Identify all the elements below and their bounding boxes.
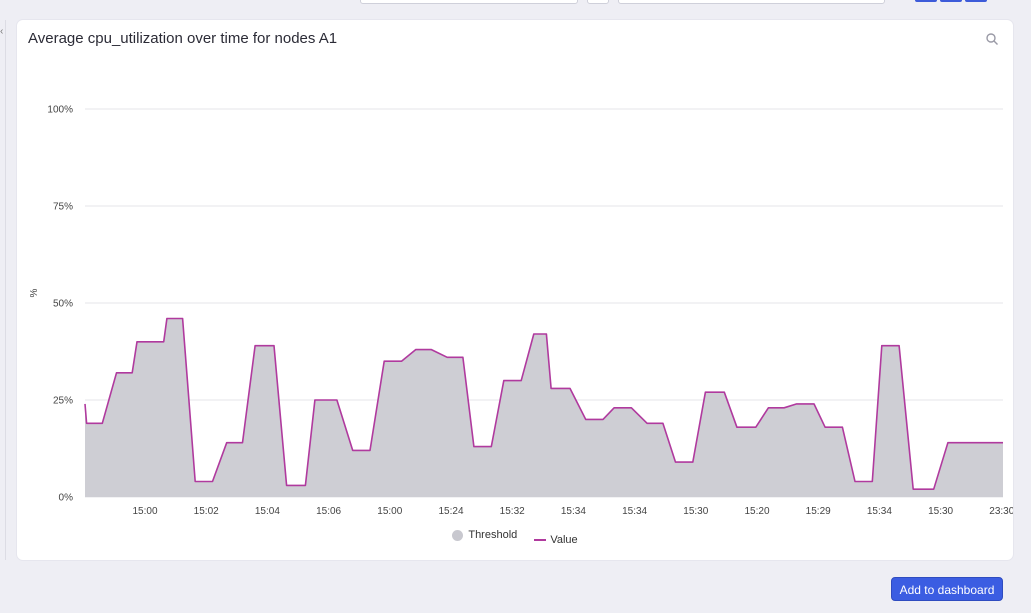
chart-title: Average cpu_utilization over time for no…	[28, 30, 338, 47]
x-tick-label: 15:00	[377, 506, 402, 517]
x-tick-label: 15:34	[622, 506, 647, 517]
x-tick-label: 15:20	[744, 506, 769, 517]
x-tick-label: 15:30	[928, 506, 953, 517]
x-tick-label: 15:06	[316, 506, 341, 517]
y-tick-labels: 0% 25% 50% 75% 100%	[47, 105, 73, 504]
x-tick-labels: 15:00 15:02 15:04 15:06 15:00 15:24 15:32 15:34…	[132, 506, 1013, 517]
x-tick-label: 15:00	[132, 506, 157, 517]
legend-item-threshold[interactable]: Threshold	[452, 529, 517, 541]
x-tick-label: 15:02	[194, 506, 219, 517]
chart-legend: Threshold Value	[17, 529, 1013, 546]
threshold-area	[85, 318, 1003, 497]
magnifier-icon[interactable]	[985, 32, 999, 46]
chart-card: Average cpu_utilization over time for no…	[17, 20, 1013, 560]
y-tick-label: 75%	[53, 202, 73, 213]
top-toolbar-edge	[0, 0, 1031, 6]
toolbar-button-1[interactable]	[915, 0, 937, 2]
y-tick-label: 0%	[59, 493, 74, 504]
x-tick-label: 15:29	[806, 506, 831, 517]
y-tick-label: 100%	[47, 105, 73, 116]
toolbar-input-partial[interactable]	[360, 0, 578, 4]
cpu-utilization-chart: 0%25%50%75%100% 15:00 15:02 15:04 15:06 15:0…	[29, 105, 1013, 518]
y-axis-label: %	[29, 288, 40, 297]
value-line	[84, 317, 1003, 490]
legend-label-threshold: Threshold	[468, 529, 518, 541]
chevron-left-icon[interactable]: ‹	[0, 26, 4, 37]
add-to-dashboard-button[interactable]: Add to dashboard	[891, 577, 1003, 601]
legend-label-value: Value	[550, 533, 578, 546]
toolbar-button-2[interactable]	[940, 0, 962, 2]
legend-line-icon	[534, 538, 547, 541]
toolbar-button-3[interactable]	[965, 0, 987, 2]
x-tick-label: 23:30	[989, 506, 1013, 517]
toolbar-toggle-partial[interactable]	[587, 0, 609, 4]
y-tick-label: 50%	[53, 299, 73, 310]
toolbar-select-partial[interactable]	[618, 0, 885, 4]
x-tick-label: 15:34	[867, 506, 892, 517]
x-tick-label: 15:32	[500, 506, 525, 517]
x-tick-label: 15:04	[255, 506, 280, 517]
x-tick-label: 15:24	[438, 506, 463, 517]
legend-item-value[interactable]: Value	[534, 533, 578, 546]
sidebar-divider	[5, 20, 6, 560]
legend-dot-icon	[452, 529, 464, 541]
x-tick-label: 15:34	[561, 506, 586, 517]
y-tick-label: 25%	[53, 396, 73, 407]
x-tick-label: 15:30	[683, 506, 708, 517]
